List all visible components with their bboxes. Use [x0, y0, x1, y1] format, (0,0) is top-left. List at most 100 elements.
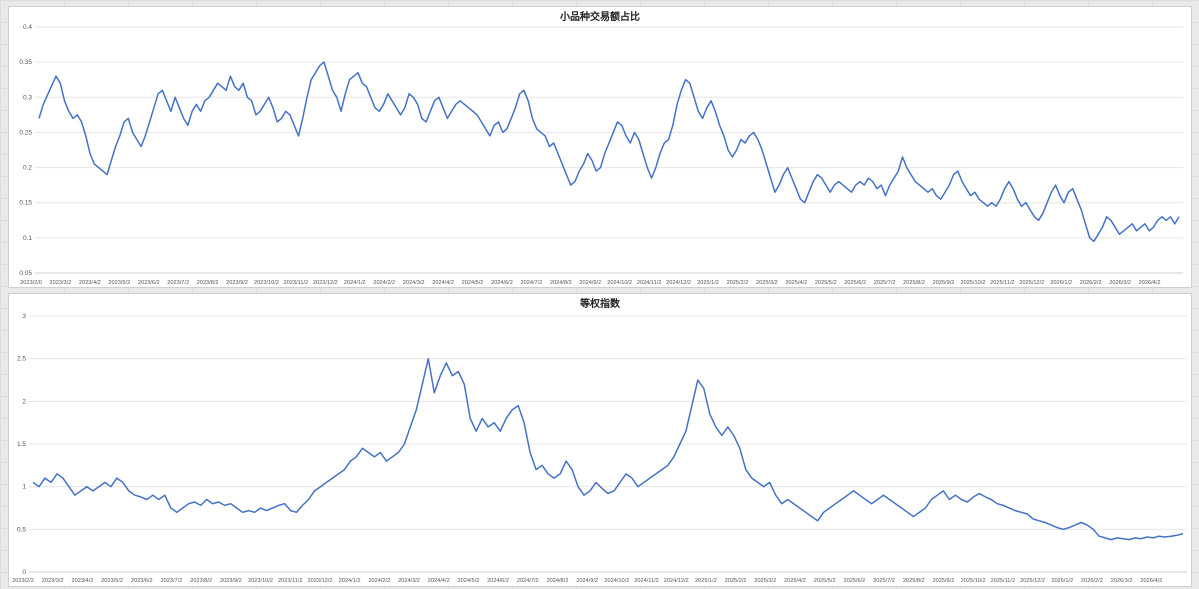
- x-tick-label: 2025/11/2: [990, 280, 1014, 286]
- x-tick-label: 2024/12/2: [666, 280, 691, 286]
- x-tick-label: 2024/1/2: [339, 578, 361, 584]
- x-tick-label: 2024/10/2: [607, 280, 632, 286]
- x-tick-label: 2025/3/2: [754, 578, 776, 584]
- x-tick-label: 2024/9/2: [576, 578, 598, 584]
- x-tick-label: 2023/5/2: [101, 578, 123, 584]
- x-tick-label: 2025/5/2: [815, 280, 837, 286]
- x-tick-label: 2025/6/2: [844, 280, 866, 286]
- x-tick-label: 2024/5/2: [457, 578, 479, 584]
- y-tick-label: 0.25: [19, 129, 32, 136]
- x-tick-label: 2023/4/2: [79, 280, 101, 286]
- x-tick-label: 2023/4/2: [71, 578, 93, 584]
- x-tick-label: 2023/2/0: [20, 280, 42, 286]
- y-tick-label: 0.15: [19, 200, 32, 207]
- x-tick-label: 2023/5/2: [108, 280, 130, 286]
- x-tick-label: 2025/12/2: [1020, 578, 1045, 584]
- x-tick-label: 2024/4/2: [432, 280, 454, 286]
- x-tick-label: 2025/12/2: [1019, 280, 1044, 286]
- y-tick-label: 1.5: [17, 441, 26, 448]
- x-tick-label: 2025/3/2: [756, 280, 778, 286]
- x-tick-label: 2023/3/2: [50, 280, 72, 286]
- x-tick-label: 2023/10/2: [248, 578, 273, 584]
- x-tick-label: 2024/6/2: [487, 578, 509, 584]
- x-tick-label: 2023/9/2: [226, 280, 248, 286]
- x-tick-label: 2026/1/2: [1051, 578, 1073, 584]
- x-tick-label: 2025/11/2: [991, 578, 1015, 584]
- x-tick-label: 2023/6/2: [138, 280, 160, 286]
- x-tick-label: 2024/3/2: [403, 280, 425, 286]
- x-tick-label: 2024/2/2: [368, 578, 390, 584]
- y-tick-label: 0.05: [19, 270, 32, 277]
- x-tick-label: 2026/1/2: [1050, 280, 1072, 286]
- x-tick-label: 2023/8/2: [190, 578, 212, 584]
- x-tick-label: 2025/8/2: [903, 578, 925, 584]
- chart-title-ratio: 小品种交易额占比: [559, 10, 640, 23]
- x-tick-label: 2024/2/2: [373, 280, 395, 286]
- x-tick-label: 2023/12/2: [307, 578, 332, 584]
- x-tick-label: 2025/7/2: [873, 578, 895, 584]
- x-tick-label: 2024/8/2: [547, 578, 569, 584]
- x-tick-label: 2025/6/2: [843, 578, 865, 584]
- y-tick-label: 3: [22, 313, 26, 320]
- x-tick-label: 2023/10/2: [254, 280, 279, 286]
- x-tick-label: 2025/1/2: [697, 280, 719, 286]
- x-tick-label: 2023/2/2: [12, 578, 34, 584]
- x-tick-label: 2024/7/2: [517, 578, 539, 584]
- x-tick-label: 2025/7/2: [874, 280, 896, 286]
- y-tick-label: 0.3: [23, 94, 32, 101]
- x-tick-label: 2026/4/2: [1140, 578, 1162, 584]
- y-tick-label: 0.35: [19, 59, 32, 66]
- x-tick-label: 2024/10/2: [604, 578, 629, 584]
- x-tick-label: 2024/1/2: [344, 280, 366, 286]
- y-tick-label: 0.1: [23, 235, 32, 242]
- x-tick-label: 2024/7/2: [521, 280, 543, 286]
- y-tick-label: 0.2: [23, 165, 32, 172]
- x-tick-label: 2025/8/2: [903, 280, 925, 286]
- x-tick-label: 2025/1/2: [695, 578, 717, 584]
- x-tick-label: 2024/3/2: [398, 578, 420, 584]
- chart-panel-equal-weight-index[interactable]: 等权指数 0 0.5 1 1.5 2 2.5 3 2023/2/2 2023/3/2 2023/4/…: [8, 293, 1192, 587]
- x-tick-label: 2024/9/2: [579, 280, 601, 286]
- x-tick-label: 2025/2/2: [727, 280, 749, 286]
- x-tick-label: 2025/10/2: [961, 578, 986, 584]
- x-tick-label: 2025/5/2: [814, 578, 836, 584]
- x-tick-label: 2026/4/2: [1139, 280, 1161, 286]
- y-tick-label: 0: [22, 569, 26, 576]
- x-tick-label: 2023/6/2: [131, 578, 153, 584]
- y-tick-label: 1: [22, 484, 26, 491]
- equal-weight-index-chart: 等权指数 0 0.5 1 1.5 2 2.5 3 2023/2/2 2023/3/2 2023/4/…: [12, 297, 1187, 584]
- chart-panel-small-cap-ratio[interactable]: 小品种交易额占比 0.05 0.1 0.15 0.2 0.25 0.3 0.35 0.4 2023…: [8, 6, 1192, 288]
- x-tick-label: 2026/3/2: [1109, 280, 1131, 286]
- x-tick-label: 2023/7/2: [161, 578, 183, 584]
- x-tick-label: 2024/6/2: [491, 280, 513, 286]
- x-tick-label: 2026/2/2: [1081, 578, 1103, 584]
- y-tick-label: 2.5: [17, 356, 26, 363]
- x-tick-label: 2026/2/2: [1080, 280, 1102, 286]
- x-tick-label: 2023/3/2: [42, 578, 64, 584]
- x-tick-label: 2023/9/2: [220, 578, 242, 584]
- y-tick-label: 0.5: [17, 526, 26, 533]
- x-tick-label: 2024/12/2: [664, 578, 689, 584]
- x-tick-label: 2024/11/2: [637, 280, 661, 286]
- x-tick-label: 2025/4/2: [784, 578, 806, 584]
- x-tick-label: 2023/11/2: [284, 280, 308, 286]
- x-tick-label: 2023/8/2: [197, 280, 219, 286]
- x-tick-label: 2025/9/2: [933, 280, 955, 286]
- x-tick-label: 2023/12/2: [313, 280, 338, 286]
- y-tick-label: 2: [22, 398, 26, 405]
- x-tick-label: 2025/2/2: [725, 578, 747, 584]
- x-tick-label: 2025/4/2: [785, 280, 807, 286]
- y-tick-label: 0.4: [23, 24, 32, 31]
- x-tick-label: 2024/4/2: [428, 578, 450, 584]
- x-tick-label: 2025/9/2: [933, 578, 955, 584]
- x-tick-label: 2024/11/2: [634, 578, 658, 584]
- x-tick-label: 2025/10/2: [961, 280, 986, 286]
- series-line-ratio: [38, 61, 1180, 243]
- x-tick-label: 2023/11/2: [278, 578, 302, 584]
- chart-title-index: 等权指数: [580, 297, 621, 310]
- x-tick-label: 2023/7/2: [167, 280, 189, 286]
- x-tick-label: 2024/8/2: [550, 280, 572, 286]
- series-line-index: [32, 357, 1184, 541]
- x-tick-label: 2024/5/2: [462, 280, 484, 286]
- x-tick-label: 2026/3/2: [1111, 578, 1133, 584]
